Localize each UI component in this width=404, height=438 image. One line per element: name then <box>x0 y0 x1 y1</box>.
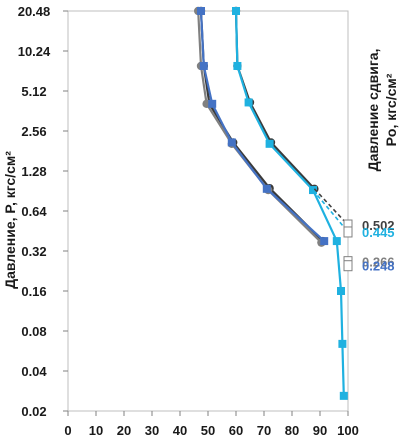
secondary-axis-title: Давление сдвига, Po, кгс/см² <box>365 49 399 172</box>
y-tick-label: 0.08 <box>21 324 46 339</box>
x-tick-label: 60 <box>229 423 243 438</box>
x-tick-label: 70 <box>257 423 271 438</box>
plot-area <box>67 10 349 412</box>
data-point-marker <box>320 237 329 246</box>
end-value-marker <box>343 260 353 272</box>
x-axis-ticks: 0 10 20 30 40 50 60 70 80 90 100 <box>64 411 359 438</box>
data-point-marker <box>199 61 208 70</box>
dashed-extension <box>313 188 349 226</box>
end-value-label: 0.248 <box>362 259 395 274</box>
y-tick-label: 0.64 <box>21 204 47 219</box>
plot-frame <box>67 10 349 412</box>
y-tick-label: 0.04 <box>21 364 47 379</box>
data-point-marker <box>332 237 341 246</box>
data-point-marker <box>232 7 240 15</box>
secondary-axis-title-line: Давление сдвига, <box>365 49 381 172</box>
end-value-label: 0.266 <box>362 255 395 270</box>
y-tick-label: 10.24 <box>18 44 51 59</box>
x-tick-label: 80 <box>285 423 299 438</box>
y-axis-ticks: 20.48 10.24 5.12 2.56 1.28 0.64 0.32 0.16 0.08 0.… <box>18 4 68 419</box>
y-tick-label: 0.16 <box>21 284 46 299</box>
x-tick-label: 50 <box>201 423 215 438</box>
y-tick-label: 20.48 <box>18 4 51 19</box>
secondary-axis-title-line: Po, кгс/см² <box>383 73 399 146</box>
data-point-marker <box>227 138 236 147</box>
data-point-marker <box>338 339 347 348</box>
end-value-marker <box>343 226 353 238</box>
data-point-marker <box>262 184 271 193</box>
x-tick-label: 90 <box>313 423 327 438</box>
x-tick-label: 10 <box>89 423 103 438</box>
data-point-marker <box>339 391 348 400</box>
y-tick-label: 1.28 <box>21 164 46 179</box>
y-tick-label: 0.02 <box>21 404 46 419</box>
x-tick-label: 30 <box>145 423 159 438</box>
data-point-marker <box>265 139 274 148</box>
series-line <box>199 10 325 242</box>
data-point-marker <box>208 99 217 108</box>
y-tick-label: 2.56 <box>21 124 46 139</box>
data-point-marker <box>233 61 242 70</box>
end-value-label: 0.445 <box>362 225 395 240</box>
x-tick-label: 40 <box>173 423 187 438</box>
x-tick-label: 0 <box>64 423 71 438</box>
end-value-label: 0.502 <box>362 218 395 233</box>
x-tick-label: 100 <box>337 423 359 438</box>
y-tick-label: 0.32 <box>21 244 46 259</box>
series-layer <box>194 6 348 400</box>
data-point-marker <box>244 98 253 107</box>
data-point-marker <box>197 7 205 15</box>
data-point-marker <box>337 287 345 295</box>
y-axis-title: Давление, P, кгс/см² <box>2 151 18 289</box>
y-tick-label: 5.12 <box>21 84 46 99</box>
x-tick-label: 20 <box>117 423 131 438</box>
dashed-extension <box>312 189 349 233</box>
